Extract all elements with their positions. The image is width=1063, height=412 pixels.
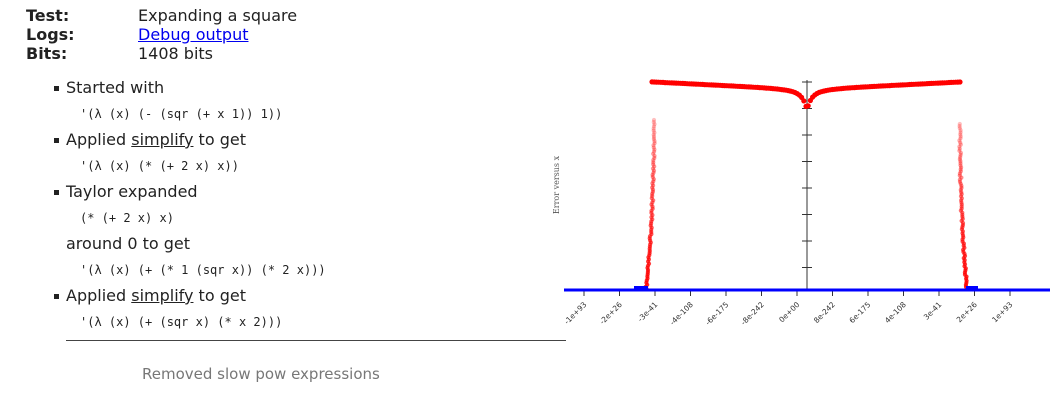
logs-key: Logs:	[26, 25, 138, 44]
test-row: Test: Expanding a square	[26, 6, 297, 25]
x-tick-label: 4e-108	[883, 300, 908, 325]
x-tick-label: 3e-41	[922, 300, 944, 322]
x-tick-label: 2e+26	[955, 300, 979, 324]
footer-note: Removed slow pow expressions	[142, 365, 380, 383]
x-tick-label: 1e+93	[990, 300, 1014, 324]
x-tick-label: 0e+00	[777, 300, 801, 324]
bits-row: Bits: 1408 bits	[26, 44, 297, 63]
y-axis-label: Error versus x	[552, 155, 561, 214]
x-tick-label: -6e-175	[703, 300, 730, 327]
input-error-point	[957, 79, 962, 84]
output-error-bump	[966, 286, 978, 291]
input-error-point	[801, 98, 806, 103]
simplify-link[interactable]: simplify	[131, 130, 193, 149]
input-error-point	[806, 103, 811, 108]
bullet-icon	[54, 190, 59, 195]
step-1-label: Started with	[66, 78, 164, 97]
x-tick-label: -8e-242	[739, 300, 766, 327]
step-3-label: Taylor expanded	[66, 182, 198, 201]
metadata-block: Test: Expanding a square Logs: Debug out…	[26, 6, 297, 63]
x-tick-label: 6e-175	[847, 300, 872, 325]
bullet-icon	[54, 138, 59, 143]
simplify-link[interactable]: simplify	[131, 286, 193, 305]
test-name: Expanding a square	[138, 6, 297, 25]
step-2-code: '(λ (x) (* (+ 2 x) x))	[80, 159, 239, 173]
error-plot: Error versus x -1e+93 -2e+26 -3e-41 -4e-108…	[548, 70, 1058, 340]
bullet-icon	[54, 86, 59, 91]
step-4-label: Applied simplify to get	[66, 286, 246, 305]
logs-row: Logs: Debug output	[26, 25, 297, 44]
x-tick-label: -3e-41	[636, 300, 660, 324]
x-tick-label: -4e-108	[668, 300, 695, 327]
test-key: Test:	[26, 6, 138, 25]
step-3-code: (* (+ 2 x) x)	[80, 211, 174, 225]
bullet-icon	[54, 294, 59, 299]
step-2-label: Applied simplify to get	[66, 130, 246, 149]
x-tick-label: -2e+26	[598, 300, 624, 326]
step-3-code-2: '(λ (x) (+ (* 1 (sqr x)) (* 2 x)))	[80, 263, 326, 277]
step-3-extra: around 0 to get	[66, 234, 190, 253]
bits-key: Bits:	[26, 44, 138, 63]
output-error-bump	[634, 286, 648, 291]
divider	[66, 340, 566, 341]
x-tick-label: -1e+93	[562, 300, 588, 326]
step-4-code: '(λ (x) (+ (sqr x) (* x 2)))	[80, 315, 282, 329]
step-1-code: '(λ (x) (- (sqr (+ x 1)) 1))	[80, 107, 282, 121]
bits-value: 1408 bits	[138, 44, 213, 63]
debug-output-link[interactable]: Debug output	[138, 25, 248, 44]
x-tick-label: 8e-242	[812, 300, 837, 325]
